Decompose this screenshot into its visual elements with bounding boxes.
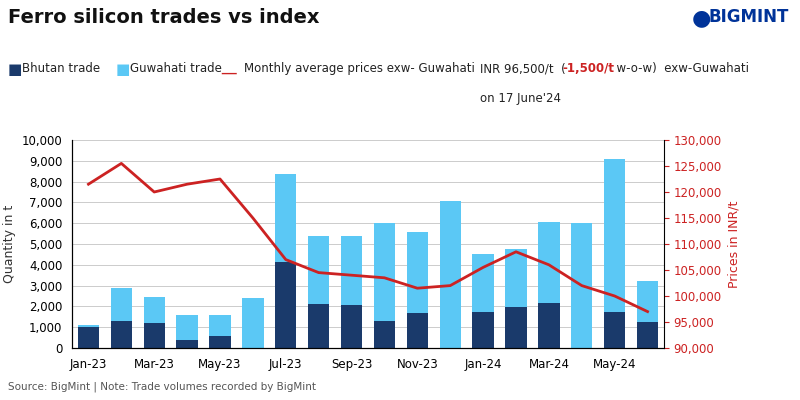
Text: ■: ■ bbox=[8, 62, 22, 77]
Bar bbox=[506, 308, 526, 348]
Text: —: — bbox=[220, 64, 237, 82]
Bar bbox=[308, 236, 330, 304]
Bar bbox=[275, 262, 297, 348]
Bar bbox=[571, 223, 593, 348]
Text: on 17 June'24: on 17 June'24 bbox=[480, 92, 561, 105]
Bar bbox=[308, 304, 330, 348]
Text: Bhutan trade: Bhutan trade bbox=[22, 62, 101, 75]
Bar bbox=[143, 323, 165, 348]
Text: ■: ■ bbox=[116, 62, 130, 77]
Bar bbox=[78, 327, 99, 348]
Bar bbox=[341, 236, 362, 305]
Bar bbox=[177, 315, 198, 340]
Y-axis label: Prices in INR/t: Prices in INR/t bbox=[727, 200, 741, 288]
Text: w-o-w)  exw-Guwahati: w-o-w) exw-Guwahati bbox=[609, 62, 749, 75]
Bar bbox=[473, 312, 494, 348]
Bar bbox=[538, 303, 559, 348]
Bar bbox=[439, 201, 461, 348]
Text: Source: BigMint | Note: Trade volumes recorded by BigMint: Source: BigMint | Note: Trade volumes re… bbox=[8, 382, 316, 392]
Bar bbox=[275, 174, 297, 262]
Bar bbox=[538, 222, 559, 303]
Bar bbox=[242, 298, 263, 348]
Bar bbox=[374, 321, 395, 348]
Text: ●: ● bbox=[692, 8, 711, 28]
Bar bbox=[110, 288, 132, 321]
Bar bbox=[637, 322, 658, 348]
Y-axis label: Quantity in t: Quantity in t bbox=[3, 205, 16, 283]
Bar bbox=[143, 297, 165, 323]
Bar bbox=[604, 312, 626, 348]
Bar bbox=[374, 223, 395, 321]
Bar bbox=[341, 305, 362, 348]
Bar bbox=[473, 254, 494, 312]
Bar bbox=[506, 249, 526, 308]
Bar bbox=[210, 315, 230, 336]
Bar bbox=[210, 336, 230, 348]
Text: -1,500/t: -1,500/t bbox=[562, 62, 614, 75]
Text: BIGMINT: BIGMINT bbox=[708, 8, 788, 26]
Bar bbox=[637, 282, 658, 322]
Bar bbox=[406, 232, 428, 313]
Bar bbox=[78, 325, 99, 327]
Bar bbox=[604, 159, 626, 312]
Text: INR 96,500/t  (: INR 96,500/t ( bbox=[480, 62, 566, 75]
Text: Monthly average prices exw- Guwahati: Monthly average prices exw- Guwahati bbox=[244, 62, 475, 75]
Text: Ferro silicon trades vs index: Ferro silicon trades vs index bbox=[8, 8, 319, 27]
Bar bbox=[406, 313, 428, 348]
Bar bbox=[110, 321, 132, 348]
Text: Guwahati trade: Guwahati trade bbox=[130, 62, 222, 75]
Bar bbox=[177, 340, 198, 348]
